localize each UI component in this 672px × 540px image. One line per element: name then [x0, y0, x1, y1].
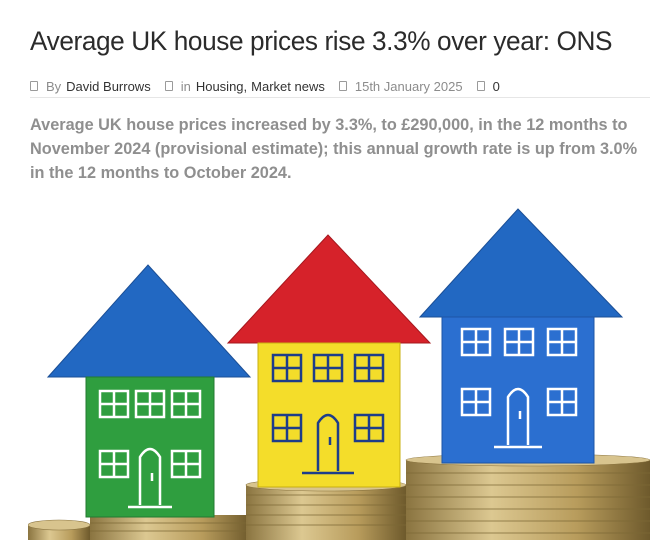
blue-house: [418, 208, 624, 464]
author-link[interactable]: David Burrows: [66, 78, 151, 94]
by-prefix: By: [46, 78, 62, 94]
hero-image: [28, 205, 650, 540]
article-meta: By David Burrows in Housing, Market news…: [30, 75, 650, 98]
category-link-market-news[interactable]: Market news: [251, 78, 325, 94]
category-link-housing[interactable]: Housing: [195, 78, 244, 94]
author-meta: By David Burrows: [30, 79, 151, 94]
article-title: Average UK house prices rise 3.3% over y…: [30, 26, 613, 56]
comments-meta[interactable]: 0: [476, 78, 500, 94]
comment-icon: [476, 81, 485, 91]
article-lead: Average UK house prices increased by 3.3…: [30, 116, 638, 182]
comment-count[interactable]: 0: [492, 78, 500, 94]
coin-stacks: [28, 453, 650, 540]
publish-date: 15th January 2025: [354, 78, 463, 94]
folder-icon: [164, 81, 173, 91]
user-icon: [30, 81, 38, 91]
yellow-house: [226, 234, 432, 488]
clock-icon: [338, 81, 347, 91]
in-prefix: in: [180, 78, 191, 94]
green-house: [46, 264, 252, 518]
houses-on-coins-illustration: [28, 205, 650, 540]
category-separator: ,: [243, 78, 248, 94]
date-meta: 15th January 2025: [338, 78, 463, 94]
category-meta: in Housing, Market news: [164, 78, 325, 94]
